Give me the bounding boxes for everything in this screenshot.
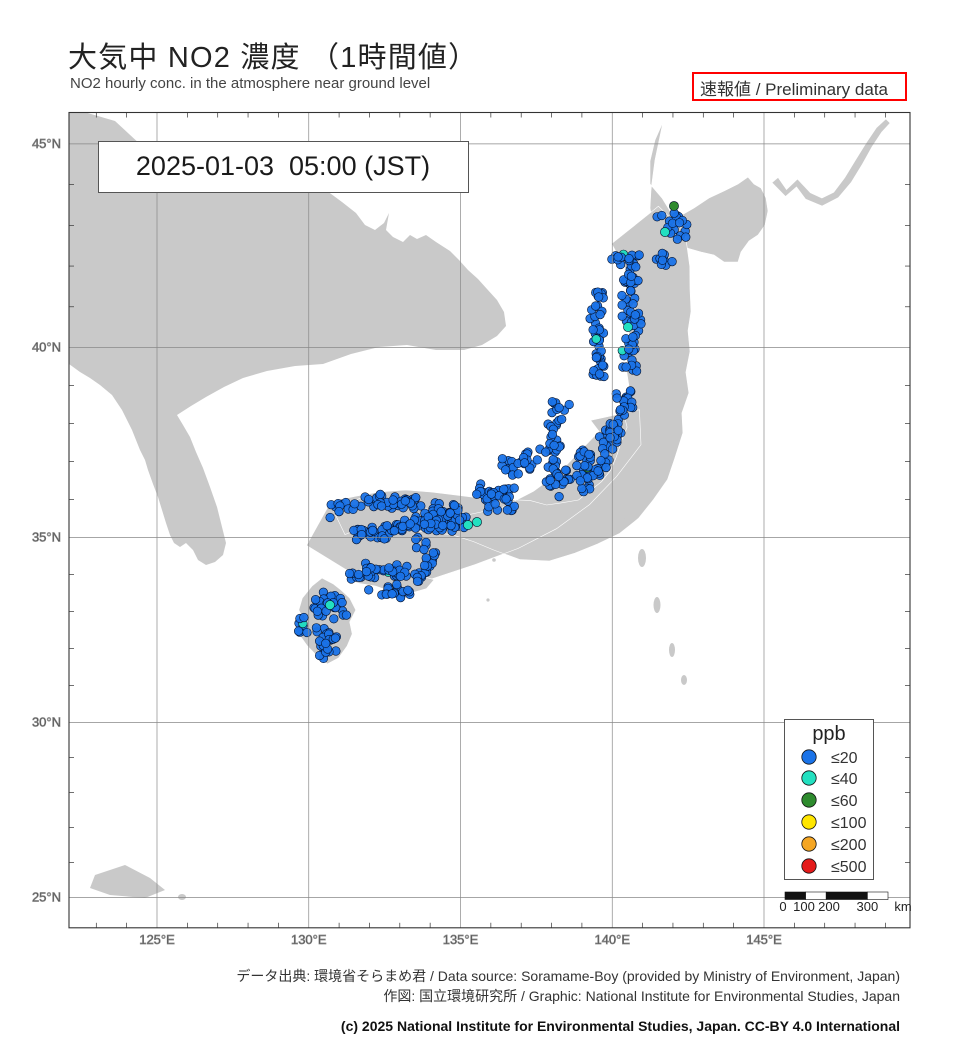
svg-text:30°N: 30°N [32,715,61,730]
svg-text:100: 100 [793,899,815,914]
svg-text:140°E: 140°E [594,932,630,947]
svg-text:≤20: ≤20 [831,750,858,767]
svg-text:40°N: 40°N [32,340,61,355]
svg-text:135°E: 135°E [443,932,479,947]
svg-text:35°N: 35°N [32,530,61,545]
svg-text:0: 0 [779,899,786,914]
svg-text:≤500: ≤500 [831,859,867,876]
svg-text:km: km [894,899,911,914]
svg-text:25°N: 25°N [32,890,61,905]
svg-text:300: 300 [857,899,879,914]
svg-text:ppb: ppb [812,723,845,745]
svg-text:145°E: 145°E [746,932,782,947]
svg-text:≤200: ≤200 [831,837,867,854]
svg-text:130°E: 130°E [291,932,327,947]
svg-text:45°N: 45°N [32,136,61,151]
svg-text:≤60: ≤60 [831,793,858,810]
svg-text:125°E: 125°E [139,932,175,947]
svg-text:≤40: ≤40 [831,771,858,788]
svg-text:200: 200 [818,899,840,914]
svg-text:≤100: ≤100 [831,815,867,832]
